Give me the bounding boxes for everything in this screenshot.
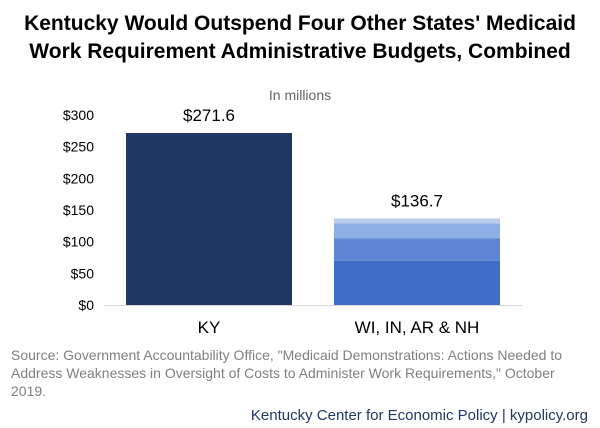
bar-ky xyxy=(126,132,292,305)
bar-chart: $0 $50 $100 $150 $200 $250 $300 $271.6 KY $136.7 W… xyxy=(63,106,522,337)
source-note: Source: Government Accountability Office… xyxy=(11,347,562,399)
chart-title: Kentucky Would Outspend Four Other State… xyxy=(0,10,600,66)
x-category-label: KY xyxy=(198,318,221,337)
y-tick-label: $150 xyxy=(63,202,94,218)
y-tick-label: $250 xyxy=(63,139,94,155)
bar-segment-3 xyxy=(334,223,500,239)
bar-segment-2 xyxy=(334,238,500,261)
y-tick-label: $200 xyxy=(63,170,94,186)
y-tick-label: $0 xyxy=(78,297,94,313)
chart-subtitle: In millions xyxy=(268,87,332,103)
y-tick-label: $50 xyxy=(71,265,95,281)
bar-segment-4 xyxy=(334,218,500,224)
chart-title-line-2: Work Requirement Administrative Budgets,… xyxy=(29,40,571,63)
data-label: $271.6 xyxy=(183,106,235,125)
chart-title-line-1: Kentucky Would Outspend Four Other State… xyxy=(24,12,576,35)
data-label: $136.7 xyxy=(391,191,443,210)
bar-segment-1 xyxy=(334,260,500,305)
y-tick-label: $100 xyxy=(63,234,94,250)
y-tick-label: $300 xyxy=(63,107,94,123)
credit-line: Kentucky Center for Economic Policy | ky… xyxy=(250,407,588,424)
x-category-label: WI, IN, AR & NH xyxy=(355,318,480,337)
